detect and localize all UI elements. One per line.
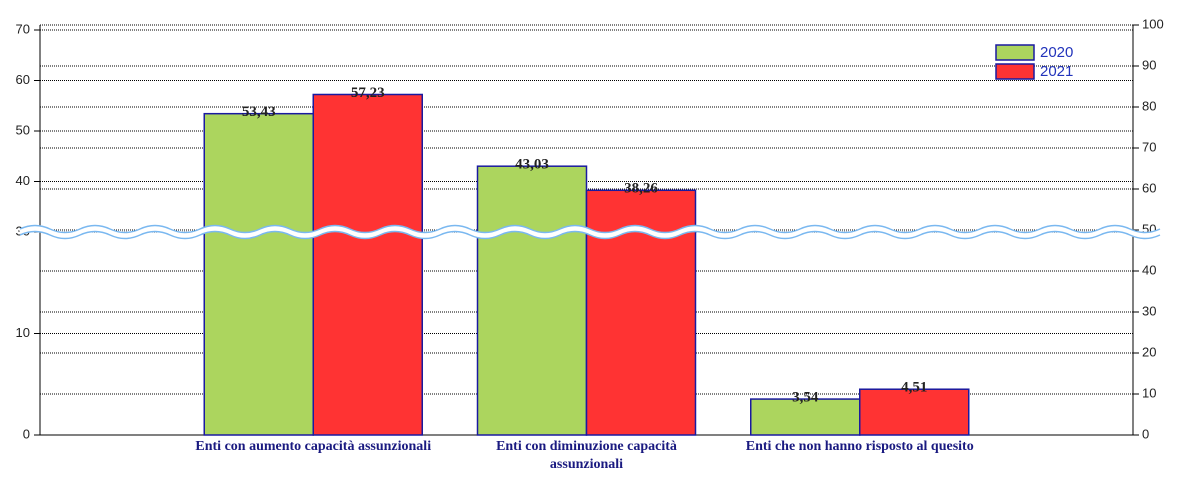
x-tick-label: Enti con diminuzione capacità assunziona…: [496, 439, 677, 472]
y2-tick-label: 0: [1142, 426, 1149, 441]
value-label: 57,23: [351, 85, 385, 101]
y-tick-label: 70: [16, 21, 30, 36]
y2-tick-label: 80: [1142, 98, 1156, 113]
x-tick-label: Enti che non hanno risposto al quesito: [745, 439, 974, 454]
y2-tick-label: 90: [1142, 57, 1156, 72]
bar: [203, 112, 314, 436]
axis-break: [19, 224, 1161, 234]
y-tick-label: 0: [23, 426, 30, 441]
y-tick-label: 40: [16, 173, 30, 188]
y2-tick-label: 70: [1142, 139, 1156, 154]
value-label: 38,26: [624, 181, 658, 197]
y-tick-label: 60: [16, 72, 30, 87]
bar: [750, 398, 861, 436]
bar: [312, 93, 423, 436]
y2-tick-label: 40: [1142, 262, 1156, 277]
value-label: 3,54: [792, 390, 819, 406]
y2-tick-label: 30: [1142, 303, 1156, 318]
y2-tick-label: 60: [1142, 180, 1156, 195]
legend-label: 2020: [1040, 44, 1073, 61]
value-label: 4,51: [901, 380, 927, 396]
bar: [859, 388, 970, 436]
value-label: 43,03: [515, 157, 549, 173]
axis-break: [18, 225, 1162, 239]
legend-swatch: [995, 63, 1035, 80]
x-tick-label: Enti con aumento capacità assunzionali: [195, 439, 432, 454]
y-tick-label: 50: [16, 122, 30, 137]
axis-break: [19, 230, 1161, 240]
y2-tick-label: 20: [1142, 344, 1156, 359]
y2-tick-label: 100: [1142, 16, 1164, 31]
y2-tick-label: 10: [1142, 385, 1156, 400]
y-tick-label: 10: [16, 325, 30, 340]
bar: [476, 165, 588, 436]
legend-label: 2021: [1040, 63, 1073, 80]
legend-swatch: [995, 44, 1035, 61]
value-label: 53,43: [242, 104, 276, 120]
